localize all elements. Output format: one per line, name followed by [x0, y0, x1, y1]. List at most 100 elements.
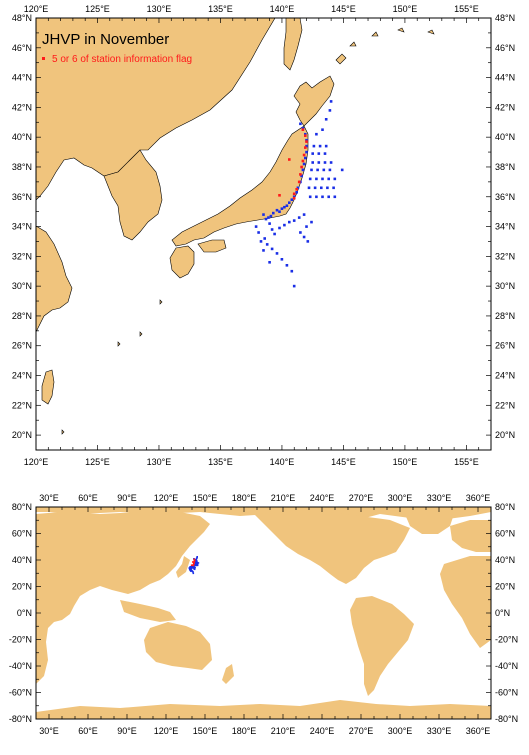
world-lon-label-bottom: 90°E [117, 726, 137, 736]
regional-map-land [35, 17, 435, 435]
world-lon-labels-top: 30°E 60°E 90°E 120°E 150°E 180°E 210°E 240°E 270… [39, 493, 490, 503]
station-point [275, 252, 279, 255]
station-point [317, 152, 321, 155]
lat-label-right: 42°N [495, 102, 515, 112]
lat-label-left: 44°N [12, 73, 32, 83]
lon-label-bottom: 155°E [454, 457, 479, 467]
station-point [327, 195, 330, 199]
station-point [329, 100, 333, 103]
station-point [262, 249, 265, 252]
lat-label-left: 22°N [12, 400, 32, 410]
station-point [323, 152, 327, 155]
station-point [270, 247, 274, 251]
station-point [196, 562, 199, 565]
lat-label-left: 34°N [12, 222, 32, 232]
lat-label-left: 48°N [12, 13, 32, 23]
lat-label-left: 46°N [12, 43, 32, 53]
station-point [308, 195, 312, 199]
world-map: 30°E 60°E 90°E 120°E 150°E 180°E 210°E 240°E 270… [9, 493, 518, 736]
lat-label-right: 38°N [495, 162, 515, 172]
world-lon-label-bottom: 300°E [388, 726, 413, 736]
world-lat-label-right: -20°N [495, 635, 518, 645]
station-point [197, 562, 200, 564]
world-lon-label-top: 360°E [466, 493, 491, 503]
world-lat-label-right: -60°N [495, 688, 518, 698]
world-lat-labels-right: 80°N 60°N 40°N 20°N 0°N -20°N -40°N -60°N -80°N [495, 502, 518, 724]
station-point [196, 556, 198, 559]
world-map-land [36, 507, 491, 719]
station-point [324, 118, 328, 121]
world-lon-label-bottom: 360°E [466, 726, 491, 736]
station-point [283, 205, 286, 209]
station-point [280, 207, 284, 210]
flagged-station-point [192, 564, 195, 567]
station-point [305, 225, 308, 228]
station-point [285, 204, 289, 207]
lat-label-left: 42°N [12, 102, 32, 112]
station-point [302, 162, 306, 166]
flagged-station-point [292, 196, 296, 200]
world-lon-label-top: 60°E [78, 493, 98, 503]
station-point [321, 195, 324, 199]
lon-label-top: 125°E [85, 4, 110, 14]
flagged-station-point [300, 165, 303, 169]
station-point [257, 231, 260, 234]
flagged-station-point [297, 180, 301, 184]
world-lat-label-right: 80°N [495, 502, 515, 512]
lon-label-top: 135°E [208, 4, 233, 14]
flagged-station-point [301, 128, 305, 131]
station-point [273, 232, 276, 236]
lat-label-right: 48°N [495, 13, 515, 23]
world-lon-label-bottom: 270°E [349, 726, 374, 736]
lon-label-bottom: 125°E [85, 457, 110, 467]
world-lon-label-bottom: 210°E [271, 726, 296, 736]
station-point [328, 109, 332, 112]
lon-label-bottom: 150°E [393, 457, 418, 467]
station-point [262, 213, 265, 216]
lon-label-bottom: 130°E [147, 457, 172, 467]
station-point [288, 201, 291, 204]
station-point [278, 226, 281, 230]
station-point [272, 211, 275, 215]
lon-label-top: 145°E [331, 4, 356, 14]
regional-map-ticks [35, 17, 492, 451]
station-point [299, 231, 302, 234]
station-point [304, 132, 307, 136]
station-point [332, 186, 335, 190]
lon-label-top: 140°E [270, 4, 295, 14]
station-point [189, 569, 191, 571]
station-point [285, 264, 289, 267]
world-lon-label-top: 300°E [388, 493, 413, 503]
station-point [301, 126, 305, 130]
station-point [305, 150, 308, 154]
station-point [317, 161, 321, 164]
station-point [312, 144, 316, 148]
lon-label-top: 130°E [147, 4, 172, 14]
station-point [313, 186, 317, 190]
station-point [302, 213, 306, 216]
world-lon-label-top: 270°E [349, 493, 374, 503]
lat-label-left: 28°N [12, 311, 32, 321]
world-lat-label-right: 0°N [495, 608, 510, 618]
station-point [306, 240, 310, 243]
lat-label-right: 46°N [495, 43, 515, 53]
regional-lon-labels-top: 120°E 125°E 130°E 135°E 140°E 145°E 150°E 155°E [24, 4, 479, 14]
legend-red-marker [42, 57, 45, 60]
station-point [263, 237, 266, 240]
station-point [290, 269, 294, 273]
station-point [192, 571, 194, 573]
world-lon-label-bottom: 150°E [193, 726, 218, 736]
world-station-points [188, 556, 200, 575]
station-point [292, 195, 296, 199]
station-point [290, 198, 294, 201]
station-point [320, 186, 323, 190]
station-point [268, 222, 271, 225]
world-map-ticks [35, 506, 492, 720]
world-lon-label-bottom: 60°E [78, 726, 98, 736]
station-point [305, 138, 308, 142]
station-point [192, 572, 195, 575]
lat-label-right: 34°N [495, 222, 515, 232]
station-point [316, 168, 319, 172]
legend-label: 5 or 6 of station information flag [52, 54, 192, 65]
lat-label-right: 36°N [495, 192, 515, 202]
